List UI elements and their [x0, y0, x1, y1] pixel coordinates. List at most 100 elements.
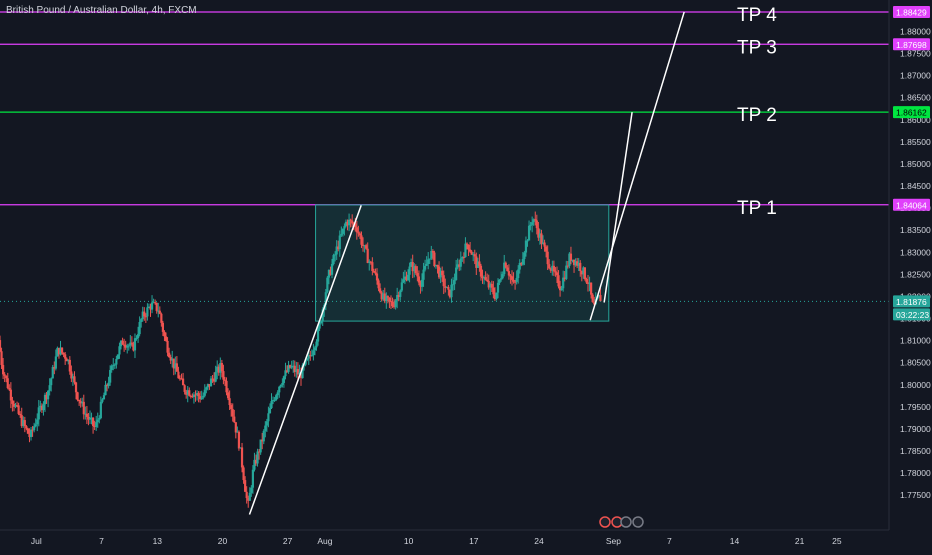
candle-body	[129, 342, 132, 346]
candle-body	[231, 409, 234, 417]
candle-body	[406, 274, 410, 281]
candle-body	[113, 364, 116, 366]
candle-body	[88, 417, 92, 420]
candle-body	[405, 276, 408, 281]
candle-body	[22, 420, 25, 426]
candle-body	[321, 309, 324, 322]
candle-body	[569, 253, 573, 261]
candle-body	[45, 394, 48, 400]
candle-body	[537, 228, 540, 238]
candle-body	[428, 258, 431, 260]
candle-body	[402, 279, 405, 283]
candle-body	[146, 307, 149, 317]
candle-body	[74, 382, 78, 393]
candle-body	[143, 311, 146, 317]
candle-body	[136, 334, 140, 338]
candle-body	[236, 431, 239, 433]
candle-body	[119, 340, 123, 347]
candle-body	[517, 269, 520, 279]
candle-body	[377, 280, 380, 289]
candle-body	[25, 426, 28, 429]
candle-body	[168, 352, 171, 358]
time-tick-label: 24	[534, 536, 544, 546]
candle-body	[158, 310, 161, 314]
candle-body	[558, 286, 562, 291]
time-tick-label: Sep	[606, 536, 621, 546]
candle-body	[368, 261, 371, 263]
candle-body	[358, 233, 362, 236]
price-tick-label: 1.79000	[900, 424, 931, 434]
candle-body	[355, 227, 358, 233]
candle-body	[540, 233, 543, 244]
candle-body	[555, 272, 559, 276]
candle-body	[64, 354, 67, 359]
candle-body	[240, 447, 244, 468]
candle-body	[54, 356, 57, 369]
candle-body	[572, 259, 576, 266]
candle-body	[399, 290, 402, 297]
candle-body	[276, 392, 279, 396]
candle-body	[551, 265, 554, 271]
price-tick-label: 1.80000	[900, 380, 931, 390]
candle-body	[203, 389, 206, 396]
candle-body	[169, 357, 172, 361]
candle-body	[0, 340, 2, 352]
candle-body	[504, 262, 507, 268]
candle-body	[416, 273, 419, 277]
candle-body	[532, 219, 535, 223]
candle-body	[419, 282, 422, 287]
candle-body	[144, 316, 147, 318]
price-tick-label: 1.80500	[900, 358, 931, 368]
candle-body	[99, 401, 102, 419]
candle-body	[127, 345, 130, 347]
candle-body	[394, 300, 397, 307]
candle-body	[583, 267, 587, 280]
candle-body	[420, 279, 424, 287]
candle-body	[427, 259, 430, 265]
candle-body	[57, 347, 61, 355]
candle-body	[500, 278, 503, 280]
candle-body	[580, 271, 583, 275]
candle-body	[513, 281, 517, 283]
candle-body	[282, 376, 286, 383]
candle-body	[385, 296, 388, 302]
candle-body	[392, 306, 396, 308]
price-axis: 1.77500 1.78000 1.78500 1.79000 1.79500 1.800…	[888, 0, 932, 550]
candle-body	[150, 302, 154, 310]
candle-body	[213, 378, 216, 382]
candle-body	[293, 365, 296, 373]
candle-body	[253, 459, 256, 470]
candle-body	[343, 226, 346, 229]
candle-body	[12, 403, 16, 407]
candle-body	[279, 384, 282, 387]
event-marker-icon	[599, 516, 611, 528]
candle-body	[411, 261, 414, 272]
time-tick-label: 7	[667, 536, 672, 546]
candle-body	[154, 302, 157, 304]
candle-body	[36, 419, 39, 425]
candle-body	[101, 399, 104, 402]
candle-body	[289, 365, 292, 368]
candle-body	[397, 295, 400, 297]
candle-body	[181, 378, 185, 386]
candle-body	[489, 283, 492, 288]
candle-body	[124, 345, 127, 348]
candle-body	[220, 362, 223, 372]
candle-body	[344, 221, 348, 227]
candle-body	[338, 235, 341, 250]
candle-body	[199, 396, 202, 400]
candle-body	[6, 378, 9, 389]
countdown-tag	[893, 308, 930, 321]
candle-body	[357, 232, 360, 234]
candle-body	[434, 264, 438, 267]
candle-body	[312, 350, 315, 356]
candle-body	[250, 487, 253, 493]
candle-body	[552, 265, 555, 272]
candle-body	[299, 372, 303, 379]
price-tick-label: 1.77500	[900, 490, 931, 500]
candle-body	[135, 337, 138, 339]
candle-body	[340, 233, 343, 236]
candle-body	[400, 282, 403, 291]
